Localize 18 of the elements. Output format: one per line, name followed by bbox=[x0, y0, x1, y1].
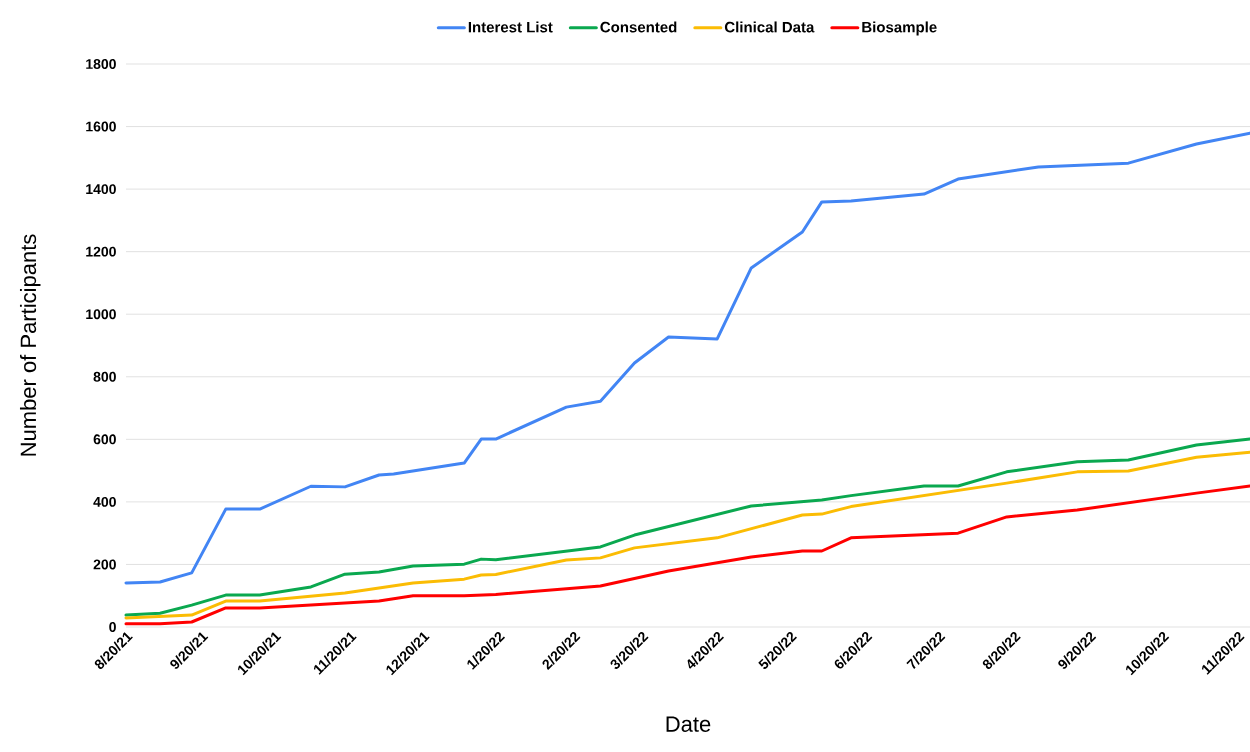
y-axis-title: Number of Participants bbox=[19, 234, 41, 456]
y-tick-label: 1600 bbox=[86, 121, 116, 132]
line-series bbox=[124, 484, 1250, 626]
y-tick-label: 600 bbox=[93, 434, 116, 445]
y-tick-label: 1200 bbox=[86, 246, 116, 257]
legend-label: Clinical Data bbox=[724, 21, 815, 33]
y-tick-label: 1800 bbox=[86, 59, 116, 69]
y-tick-label: 400 bbox=[93, 496, 116, 507]
y-tick-label: 800 bbox=[93, 371, 116, 382]
y-tick-label: 1000 bbox=[86, 309, 116, 320]
line-series bbox=[124, 131, 1250, 585]
legend-label: Biosample bbox=[862, 21, 937, 36]
legend-label: Interest List bbox=[468, 21, 553, 33]
legend-label: Consented bbox=[600, 21, 677, 33]
y-tick-label: 200 bbox=[93, 559, 116, 570]
y-tick-label: 1400 bbox=[86, 184, 116, 195]
y-tick-label: 0 bbox=[109, 622, 116, 632]
x-axis-title: Date bbox=[666, 716, 711, 732]
